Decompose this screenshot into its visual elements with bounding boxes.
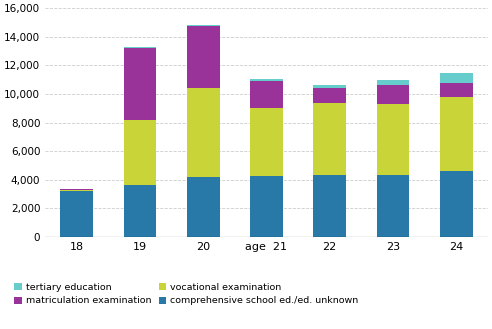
Bar: [250, 176, 283, 237]
Bar: [187, 25, 220, 26]
Bar: [123, 186, 156, 237]
Bar: [313, 85, 346, 88]
Bar: [440, 83, 473, 97]
Bar: [123, 120, 156, 186]
Bar: [440, 73, 473, 83]
Bar: [123, 47, 156, 48]
Bar: [250, 79, 283, 81]
Bar: [376, 80, 409, 85]
Bar: [313, 88, 346, 103]
Bar: [187, 26, 220, 88]
Bar: [440, 171, 473, 237]
Bar: [376, 85, 409, 104]
Bar: [250, 81, 283, 108]
Bar: [187, 88, 220, 177]
Bar: [440, 97, 473, 171]
Bar: [187, 177, 220, 237]
Bar: [376, 104, 409, 175]
Legend: tertiary education, matriculation examination, vocational examination, comprehen: tertiary education, matriculation examin…: [14, 283, 359, 306]
Bar: [376, 175, 409, 237]
Bar: [123, 48, 156, 120]
Bar: [61, 189, 93, 190]
Bar: [313, 103, 346, 175]
Bar: [250, 108, 283, 176]
Bar: [61, 190, 93, 191]
Bar: [313, 175, 346, 237]
Bar: [61, 191, 93, 237]
